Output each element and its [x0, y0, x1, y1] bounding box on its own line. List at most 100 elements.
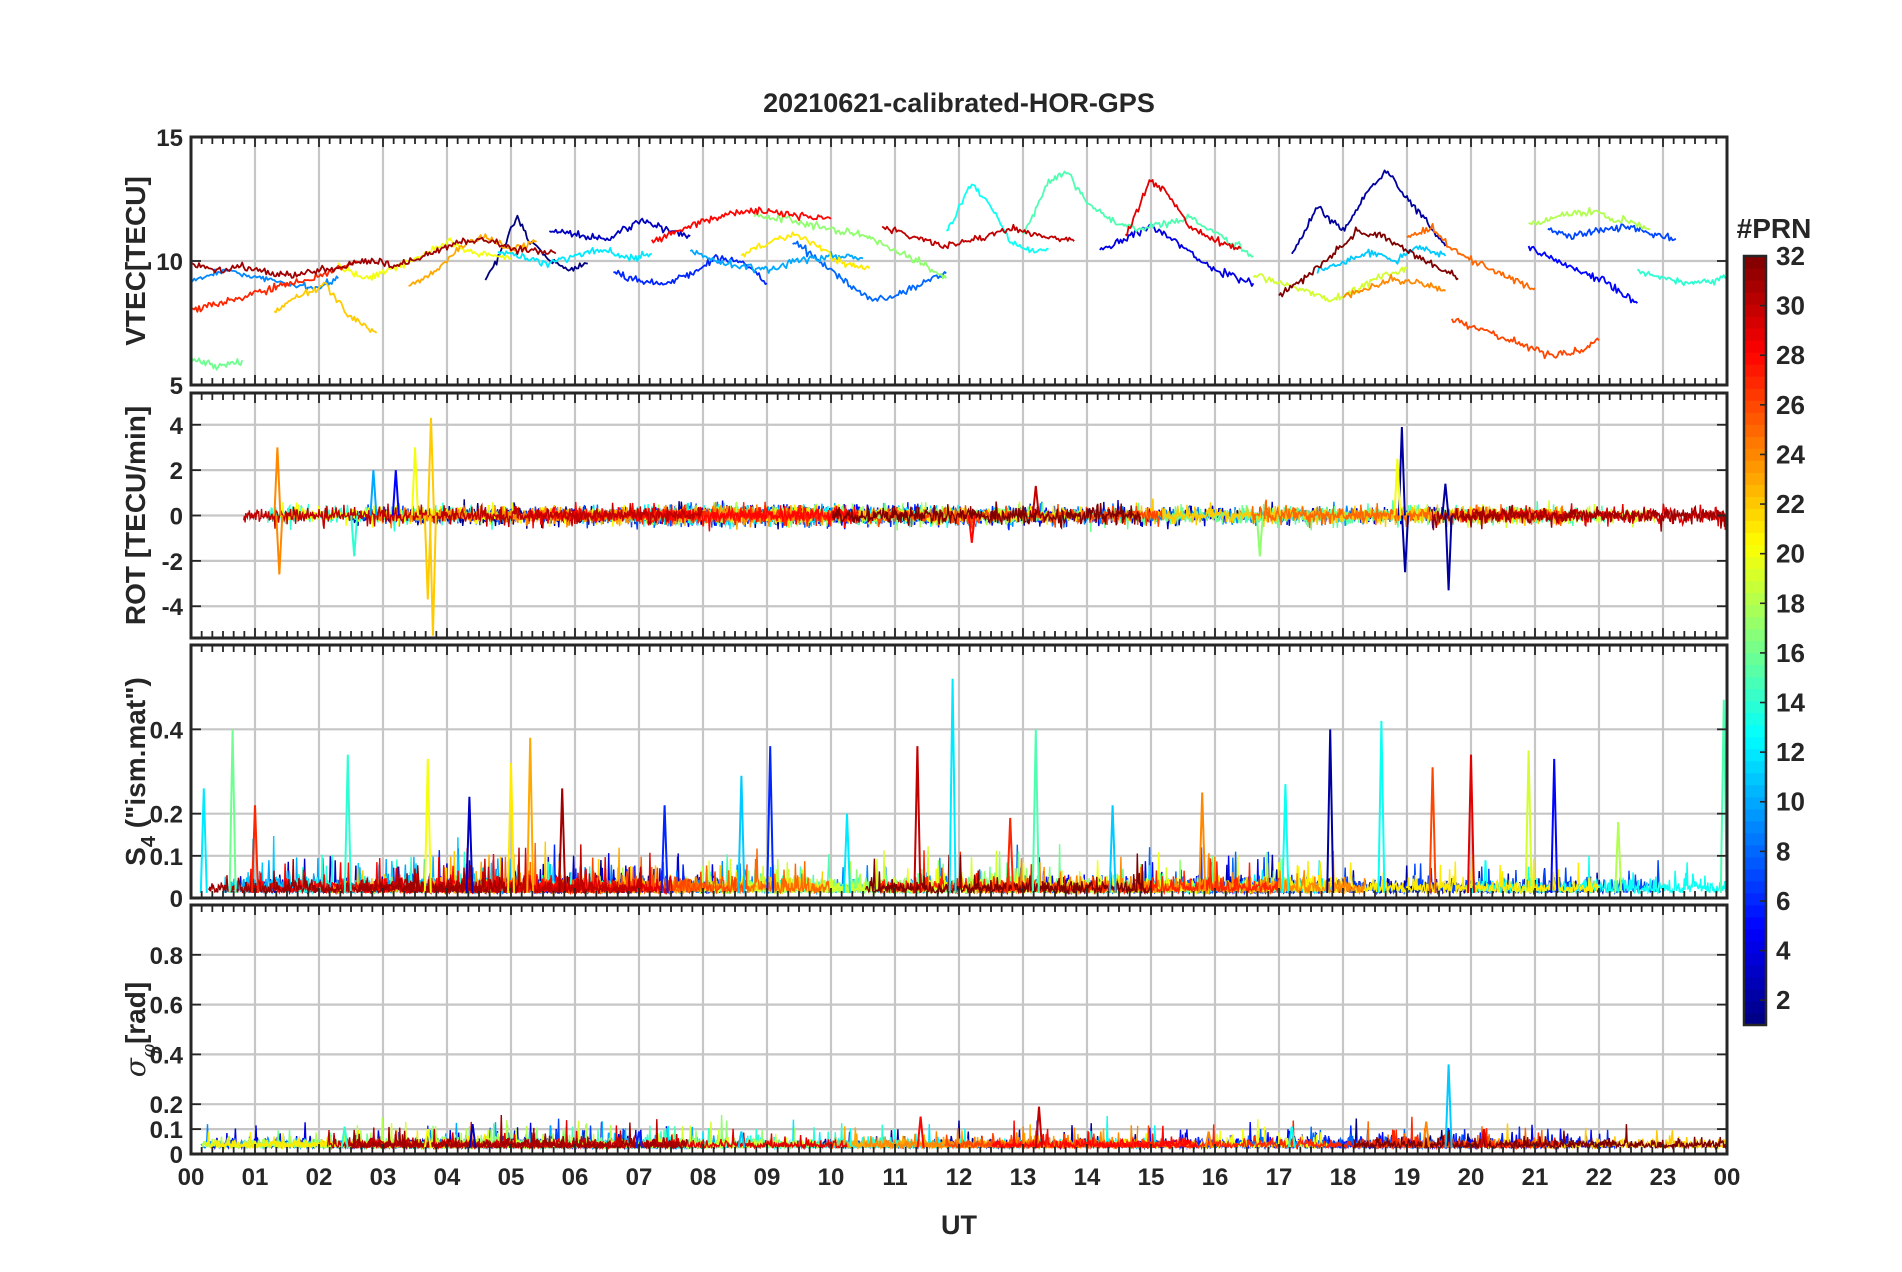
panel-s4: 0 0.1 0.2 0.4S4 ("ism.mat") [120, 643, 1729, 913]
colorbar-tick-label: 22 [1776, 489, 1805, 519]
vtec-series-prn-13 [946, 183, 1049, 254]
x-tick-label: 15 [1138, 1164, 1165, 1191]
colorbar-swatch [1744, 892, 1766, 906]
rot-spike [427, 417, 435, 516]
x-tick-label: 12 [946, 1164, 973, 1191]
colorbar-swatch [1744, 544, 1766, 557]
rot-spike [1255, 515, 1264, 557]
sigma-trace-prn-32 [1353, 1124, 1727, 1151]
panel-sigma: 00.10.2 0.4 0.6 0.8 σφ[rad] [119, 903, 1729, 1169]
colorbar-swatch [1744, 268, 1766, 281]
sigma-spike [340, 1126, 349, 1148]
vtec-series-prn-26 [1450, 317, 1600, 360]
colorbar-swatch [1744, 280, 1766, 293]
colorbar-tick-label: 2 [1776, 985, 1790, 1015]
colorbar-swatch [1744, 472, 1766, 485]
vtec-series-prn-21 [740, 231, 871, 271]
vtec-series-prn-20 [337, 237, 512, 281]
sigma-spike [423, 1128, 432, 1148]
s4-data [199, 678, 1727, 896]
rot-spike [1397, 426, 1406, 516]
x-tick-label: 06 [562, 1164, 589, 1191]
colorbar-swatch [1744, 448, 1766, 461]
colorbar-swatch [1744, 940, 1766, 954]
x-tick-label: 22 [1586, 1164, 1613, 1191]
colorbar-tick-label: 14 [1776, 688, 1805, 718]
colorbar-swatch [1744, 988, 1766, 1002]
colorbar-swatch [1744, 628, 1766, 642]
x-axis-label: UT [941, 1210, 977, 1240]
sigma-grid [191, 905, 1727, 1154]
sigma-spike [916, 1116, 925, 1148]
colorbar-swatch [1744, 724, 1766, 738]
colorbar-swatch [1744, 712, 1766, 726]
rot-spike [273, 447, 282, 516]
colorbar-swatch [1744, 796, 1766, 810]
rot-y-label: ROT [TECU/min] [120, 406, 151, 625]
colorbar-swatch [1744, 748, 1766, 762]
s4-spike [1377, 720, 1386, 893]
s4-spike [1031, 729, 1040, 893]
colorbar-tick-label: 10 [1776, 787, 1805, 817]
vtec-series-prn-19 [1252, 266, 1408, 303]
x-tick-label: 20 [1458, 1164, 1485, 1191]
colorbar-swatch [1744, 868, 1766, 882]
rot-data [243, 417, 1727, 636]
rot-spike [275, 515, 284, 575]
x-tick-label: 08 [690, 1164, 717, 1191]
s4-spike [251, 805, 259, 893]
colorbar-swatch [1744, 424, 1766, 437]
vtec-series-prn-18 [1528, 207, 1651, 230]
x-tick-label: 14 [1074, 1164, 1101, 1191]
s4-spike [199, 788, 208, 893]
rot-spike [350, 515, 359, 557]
s4-spike [526, 737, 535, 893]
s4-spike [948, 678, 957, 893]
colorbar-swatch [1744, 820, 1766, 834]
colorbar-swatch [1744, 640, 1766, 654]
vtec-y-tick-label: 15 [156, 125, 183, 152]
s4-spike [558, 788, 567, 893]
chart-title: 20210621-calibrated-HOR-GPS [763, 88, 1155, 118]
rot-spike [1401, 515, 1410, 573]
colorbar-swatch [1744, 1012, 1766, 1026]
s4-y-tick-label: 0.4 [150, 717, 184, 744]
colorbar-swatch [1744, 652, 1766, 666]
colorbar-swatch [1744, 340, 1766, 353]
vtec-series-prn-32 [1278, 226, 1459, 298]
vtec-series-prn-5 [1527, 245, 1639, 304]
x-tick-label: 18 [1330, 1164, 1357, 1191]
x-tick-label: 23 [1650, 1164, 1677, 1191]
vtec-series-prn-6 [613, 254, 768, 286]
colorbar-tick-label: 4 [1776, 936, 1791, 966]
s4-spike [1326, 729, 1335, 893]
x-tick-labels: 00 01 02 03 04 05 06 07 08 09 10 11 12 13 14 15 16 17 18 19… [178, 1164, 1741, 1191]
s4-spike [465, 796, 474, 893]
sigma-spike [1035, 1106, 1043, 1148]
x-tick-label: 00 [178, 1164, 205, 1191]
sigma-spike [635, 1131, 643, 1148]
vtec-x-ticks [190, 137, 1728, 385]
colorbar-swatch [1744, 964, 1766, 978]
rot-spike [1031, 485, 1040, 516]
colorbar-swatch [1744, 784, 1766, 798]
s4-spike [228, 729, 237, 893]
sigma-trace-prn-28 [991, 1120, 1198, 1151]
colorbar-swatch [1744, 292, 1766, 305]
x-tick-label: 17 [1266, 1164, 1293, 1191]
x-tick-label: 13 [1010, 1164, 1037, 1191]
colorbar-swatch [1744, 664, 1766, 678]
rot-spike [411, 447, 419, 516]
s4-spike [1198, 792, 1207, 893]
sigma-spike [1204, 1131, 1213, 1148]
colorbar-tick-label: 28 [1776, 340, 1805, 370]
colorbar-swatch [1744, 616, 1766, 630]
vtec-series-prn-17 [753, 213, 947, 280]
rot-spike [1393, 458, 1402, 516]
s4-spike [1108, 805, 1117, 893]
x-tick-label: 00 [1714, 1164, 1741, 1191]
rot-trace-prn-31 [1430, 504, 1727, 532]
